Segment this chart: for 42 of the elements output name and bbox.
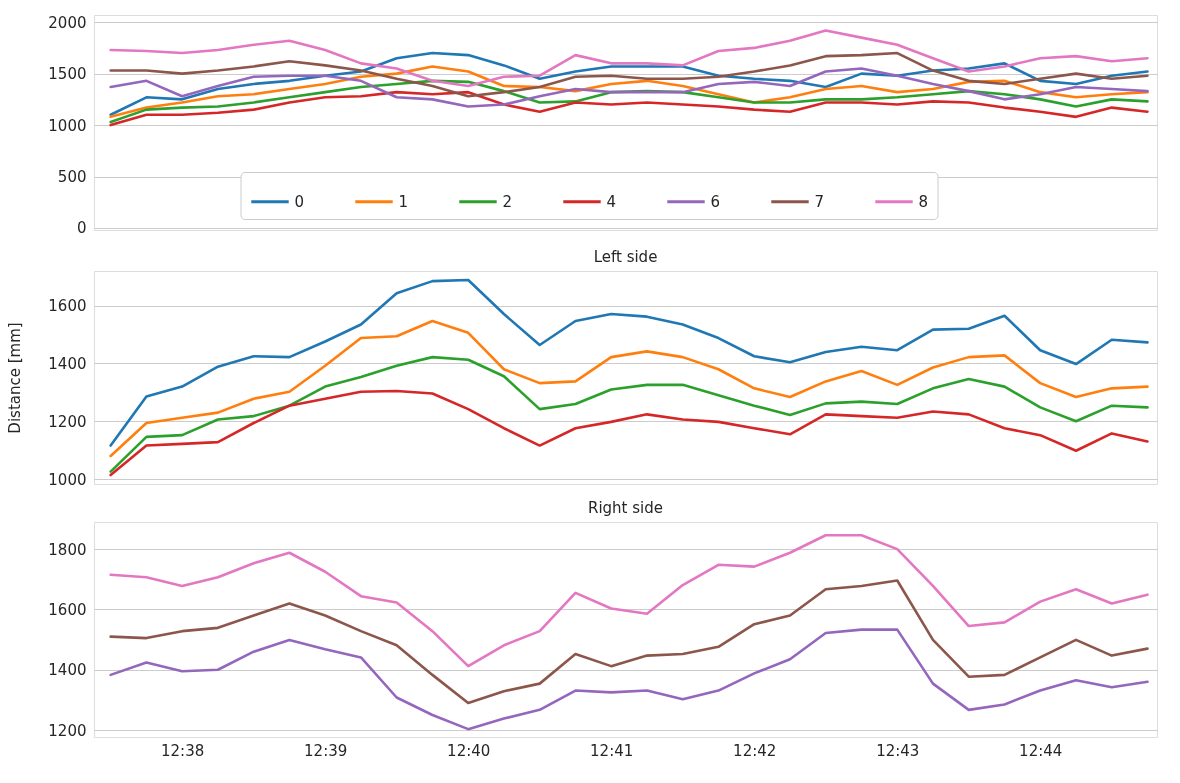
line-series — [109, 389, 1149, 477]
chart-title: Right side — [588, 499, 663, 517]
line-series — [109, 67, 1149, 108]
y-tick-label: 500 — [57, 168, 87, 187]
x-tick-label: 12:41 — [590, 741, 634, 760]
legend-label: 6 — [710, 192, 721, 211]
line-series — [109, 90, 1149, 127]
y-tick-label: 1600 — [48, 600, 87, 619]
legend-label: 2 — [502, 192, 513, 211]
x-tick-label: 12:42 — [733, 741, 777, 760]
x-tick-label: 12:40 — [447, 741, 491, 760]
y-tick-label: 1000 — [48, 116, 87, 135]
line-series — [109, 628, 1149, 731]
y-tick-label: 0 — [76, 219, 87, 238]
line-series — [109, 355, 1149, 473]
chart-title: Left side — [593, 248, 658, 266]
y-axis-title: Distance [mm] — [5, 322, 24, 434]
line-series — [109, 29, 1149, 88]
y-tick-label: 1400 — [48, 354, 87, 373]
x-tick-label: 12:39 — [304, 741, 348, 760]
legend-label: 7 — [814, 192, 825, 211]
line-series — [109, 319, 1149, 458]
line-series — [109, 533, 1149, 668]
line-series — [109, 579, 1149, 705]
y-tick-label: 2000 — [48, 13, 87, 32]
legend-label: 4 — [606, 192, 617, 211]
x-tick-label: 12:44 — [1019, 741, 1063, 760]
legend-label: 8 — [918, 192, 929, 211]
y-tick-label: 1600 — [48, 297, 87, 316]
y-tick-label: 1200 — [48, 412, 87, 431]
legend-label: 0 — [294, 192, 305, 211]
line-series — [109, 278, 1149, 447]
y-tick-label: 1800 — [48, 540, 87, 559]
x-tick-label: 12:38 — [161, 741, 205, 760]
x-tick-label: 12:43 — [876, 741, 920, 760]
y-tick-label: 1500 — [48, 65, 87, 84]
line-series — [109, 51, 1149, 117]
y-tick-label: 1200 — [48, 721, 87, 740]
y-tick-label: 1000 — [48, 470, 87, 489]
legend-label: 1 — [398, 192, 409, 211]
line-series — [109, 51, 1149, 98]
y-tick-label: 1400 — [48, 661, 87, 680]
